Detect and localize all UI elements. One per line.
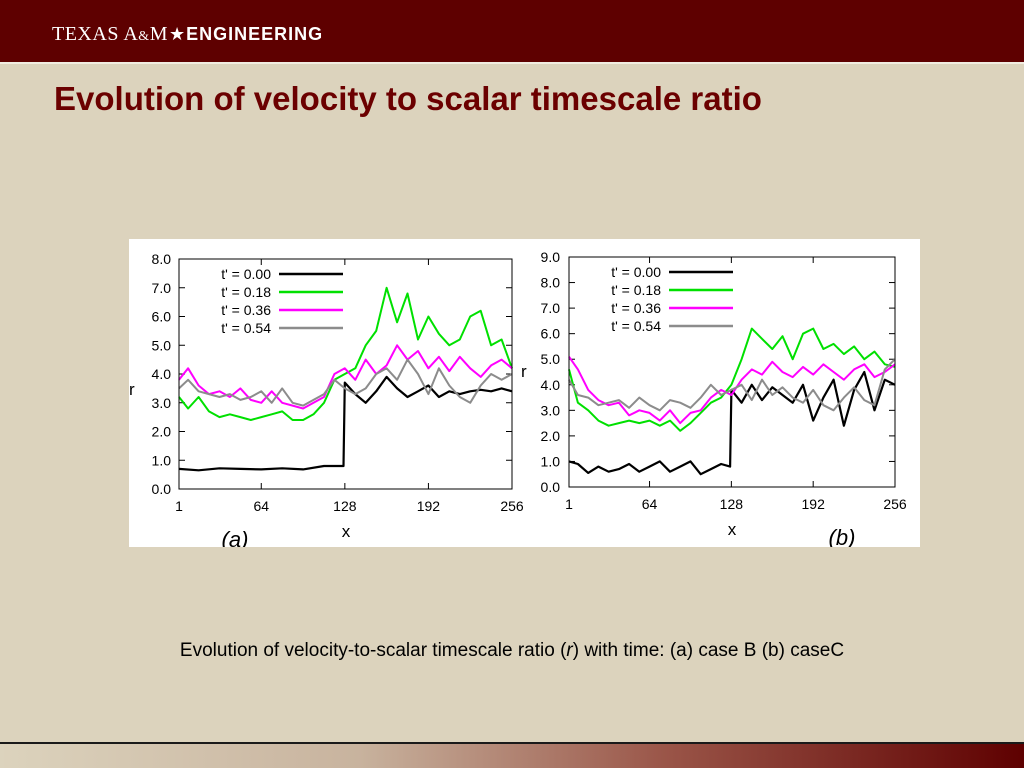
panel-b-y-tick-label: 4.0 xyxy=(541,377,561,393)
panel-a-y-tick-label: 4.0 xyxy=(152,366,172,382)
panel-b-y-tick-label: 6.0 xyxy=(541,326,561,342)
panel-b-y-tick-label: 5.0 xyxy=(541,351,561,367)
panel-a-y-tick-label: 0.0 xyxy=(152,481,172,497)
panel-a-y-tick-label: 3.0 xyxy=(152,395,172,411)
caption-text-post: ) with time: (a) case B (b) caseC xyxy=(572,640,845,661)
panel-a-legend-label: t' = 0.54 xyxy=(221,320,271,336)
panel-a-series-line-1 xyxy=(178,286,513,421)
panel-a-y-tick-label: 7.0 xyxy=(152,280,172,296)
panel-a-series-line-0 xyxy=(178,375,513,472)
panel-a-legend-label: t' = 0.00 xyxy=(221,266,271,282)
panel-a-y-tick-label: 5.0 xyxy=(152,337,172,353)
header-bar: TEXAS A&M★ENGINEERING xyxy=(0,0,1024,62)
panel-a-y-tick-label: 2.0 xyxy=(152,424,172,440)
panel-b-x-tick-label: 256 xyxy=(883,496,907,512)
panel-b-x-tick-label: 128 xyxy=(720,496,744,512)
logo-text-engineering: ENGINEERING xyxy=(186,24,324,44)
caption-text-pre: Evolution of velocity-to-scalar timescal… xyxy=(179,640,567,661)
panel-a-legend-label: t' = 0.36 xyxy=(221,302,271,318)
panel-b-y-tick-label: 3.0 xyxy=(541,402,561,418)
panel-b-y-tick-label: 2.0 xyxy=(541,428,561,444)
footer-divider xyxy=(0,742,1024,744)
panel-b-y-tick-label: 9.0 xyxy=(541,249,561,265)
panel-a-y-tick-label: 1.0 xyxy=(152,452,172,468)
panel-b-legend-label: t' = 0.54 xyxy=(611,318,661,334)
panel-b-series-line-3 xyxy=(568,358,896,412)
figure-caption: Evolution of velocity-to-scalar timescal… xyxy=(0,640,1024,662)
logo-text-texas: TEXAS A xyxy=(52,23,139,45)
panel-a-series-line-3 xyxy=(178,358,513,407)
panel-a-x-tick-label: 256 xyxy=(500,498,524,514)
header-divider xyxy=(0,62,1024,64)
panel-b-x-axis-label: x xyxy=(728,520,737,539)
panel-b-x-tick-label: 1 xyxy=(565,496,573,512)
panel-a-x-tick-label: 128 xyxy=(333,498,357,514)
logo-ampersand: & xyxy=(138,29,150,44)
footer-bar xyxy=(0,744,1024,768)
logo-text-m: M xyxy=(149,23,168,45)
panel-b-x-tick-label: 192 xyxy=(802,496,826,512)
panel-b-plot-frame xyxy=(568,256,896,488)
panel-a-series-line-2 xyxy=(178,344,513,410)
panel-a-label: (a) xyxy=(222,527,249,547)
chart-figure: 0.0 1.0 2.0 3.0 4.0 5.0 6.0 7.0 8.0 1 64 128 192 256 t… xyxy=(129,239,920,547)
panel-b-legend-label: t' = 0.00 xyxy=(611,264,661,280)
panel-b-x-tick-label: 64 xyxy=(642,496,658,512)
slide-title: Evolution of velocity to scalar timescal… xyxy=(54,80,762,117)
panel-a-y-tick-label: 8.0 xyxy=(152,251,172,267)
chart-canvas: 0.0 1.0 2.0 3.0 4.0 5.0 6.0 7.0 8.0 1 64 128 192 256 t… xyxy=(129,249,907,547)
panel-a-x-tick-label: 64 xyxy=(253,498,269,514)
panel-a-x-tick-label: 192 xyxy=(417,498,441,514)
panel-a-legend-label: t' = 0.18 xyxy=(221,284,271,300)
panel-a-x-axis-label: x xyxy=(342,522,351,541)
panel-b-legend-label: t' = 0.18 xyxy=(611,282,661,298)
panel-b-series-line-1 xyxy=(568,327,896,432)
panel-b-label: (b) xyxy=(829,525,856,547)
panel-a-plot-frame xyxy=(178,258,513,490)
panel-b-legend-label: t' = 0.36 xyxy=(611,300,661,316)
caption-variable: r xyxy=(566,640,573,661)
panel-b-series-line-2 xyxy=(568,356,896,425)
panel-b-y-tick-label: 0.0 xyxy=(541,479,561,495)
panel-a-y-axis-label: r xyxy=(129,380,135,399)
panel-b-y-axis-label: r xyxy=(521,362,527,381)
star-icon: ★ xyxy=(168,24,186,44)
panel-b-y-tick-label: 7.0 xyxy=(541,300,561,316)
panel-b-y-tick-label: 1.0 xyxy=(541,453,561,469)
panel-b-y-tick-label: 8.0 xyxy=(541,275,561,291)
panel-a-y-tick-label: 6.0 xyxy=(152,309,172,325)
panel-a-x-tick-label: 1 xyxy=(175,498,183,514)
university-logo: TEXAS A&M★ENGINEERING xyxy=(52,22,323,49)
